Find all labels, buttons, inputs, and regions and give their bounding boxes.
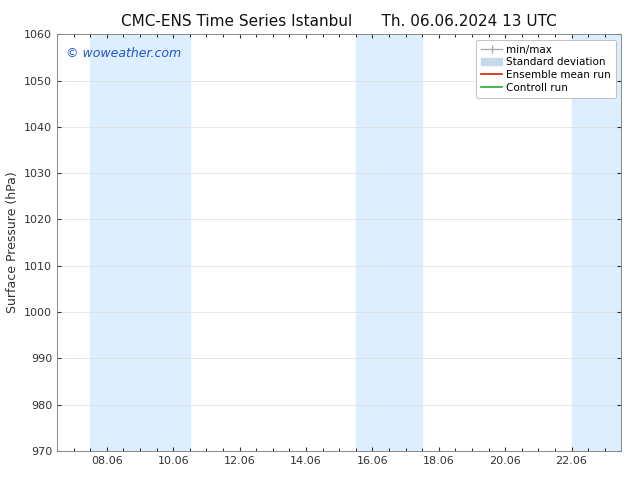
Y-axis label: Surface Pressure (hPa): Surface Pressure (hPa) [6,172,18,314]
Bar [571,34,621,451]
Text: © woweather.com: © woweather.com [65,47,181,60]
Title: CMC-ENS Time Series Istanbul      Th. 06.06.2024 13 UTC: CMC-ENS Time Series Istanbul Th. 06.06.2… [121,14,557,29]
Bar [90,34,190,451]
Bar [356,34,422,451]
Legend: min/max, Standard deviation, Ensemble mean run, Controll run: min/max, Standard deviation, Ensemble me… [476,40,616,98]
